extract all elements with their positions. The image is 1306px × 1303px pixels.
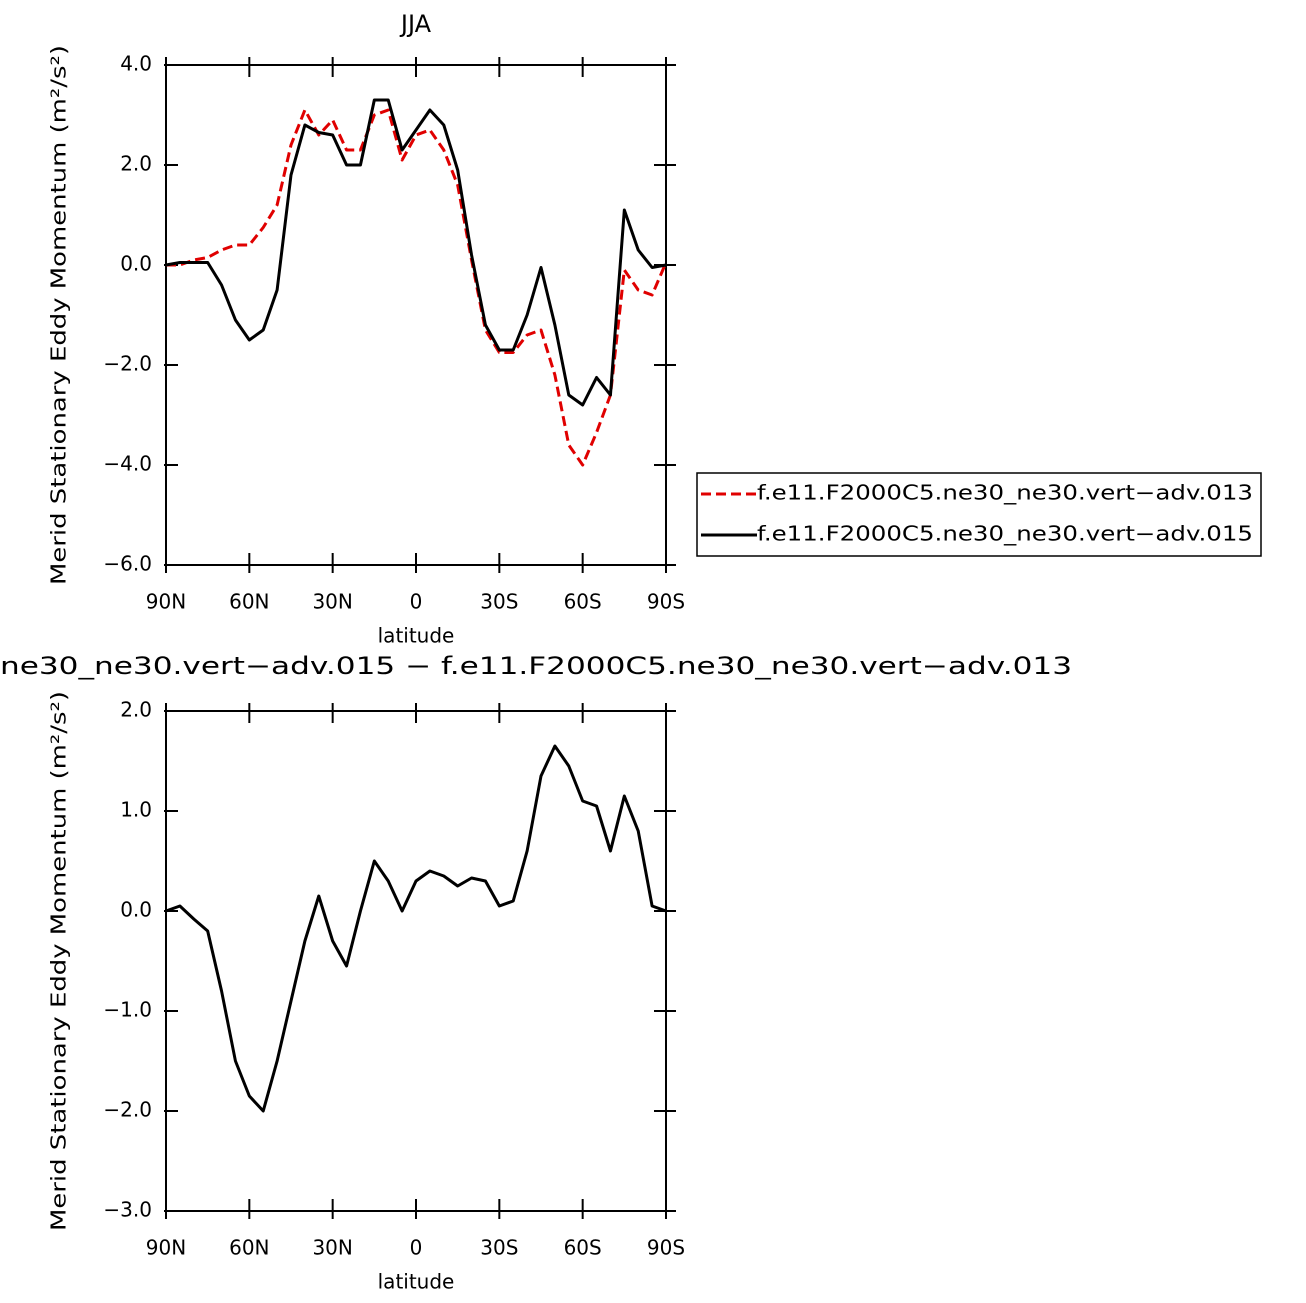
x-tick-label: 0 xyxy=(410,590,423,614)
x-tick-label: 90S xyxy=(647,590,685,614)
y-tick-label: −4.0 xyxy=(103,452,152,476)
x-tick-label: 60S xyxy=(564,1236,602,1260)
y-tick-label: 4.0 xyxy=(120,52,152,76)
x-axis-label: latitude xyxy=(378,624,455,648)
x-tick-label: 30N xyxy=(312,1236,352,1260)
data-line xyxy=(165,98,667,407)
data-line xyxy=(165,744,667,1113)
x-tick-label: 60S xyxy=(564,590,602,614)
plot-frame xyxy=(165,710,667,1212)
y-tick-label: 2.0 xyxy=(120,152,152,176)
legend-label: f.e11.F2000C5.ne30_ne30.vert−adv.013 xyxy=(757,481,1253,505)
legend-box xyxy=(696,472,1262,557)
data-line xyxy=(166,108,668,467)
chart-title: ne30_ne30.vert−adv.015 − f.e11.F2000C5.n… xyxy=(0,652,1072,680)
y-tick-label: −6.0 xyxy=(103,552,152,576)
y-tick-label: 0.0 xyxy=(120,252,152,276)
y-tick-label: 2.0 xyxy=(120,698,152,722)
y-tick-label: −3.0 xyxy=(103,1198,152,1222)
y-axis-label: Merid Stationary Eddy Momentum (m²/s²) xyxy=(47,691,71,1231)
x-tick-label: 30S xyxy=(480,1236,518,1260)
y-tick-label: 1.0 xyxy=(120,798,152,822)
y-axis-label: Merid Stationary Eddy Momentum (m²/s²) xyxy=(47,45,71,585)
y-tick-label: −2.0 xyxy=(103,1098,152,1122)
x-tick-label: 90N xyxy=(146,1236,186,1260)
x-tick-label: 30N xyxy=(312,590,352,614)
legend-label: f.e11.F2000C5.ne30_ne30.vert−adv.015 xyxy=(757,522,1253,546)
x-tick-label: 30S xyxy=(480,590,518,614)
x-tick-label: 0 xyxy=(410,1236,423,1260)
x-tick-label: 90N xyxy=(146,590,186,614)
plot-frame xyxy=(165,64,667,566)
x-tick-label: 90S xyxy=(647,1236,685,1260)
y-tick-label: −1.0 xyxy=(103,998,152,1022)
x-tick-label: 60N xyxy=(229,1236,269,1260)
x-axis-label: latitude xyxy=(378,1270,455,1294)
y-tick-label: −2.0 xyxy=(103,352,152,376)
chart-title: JJA xyxy=(399,10,432,38)
x-tick-label: 60N xyxy=(229,590,269,614)
y-tick-label: 0.0 xyxy=(120,898,152,922)
